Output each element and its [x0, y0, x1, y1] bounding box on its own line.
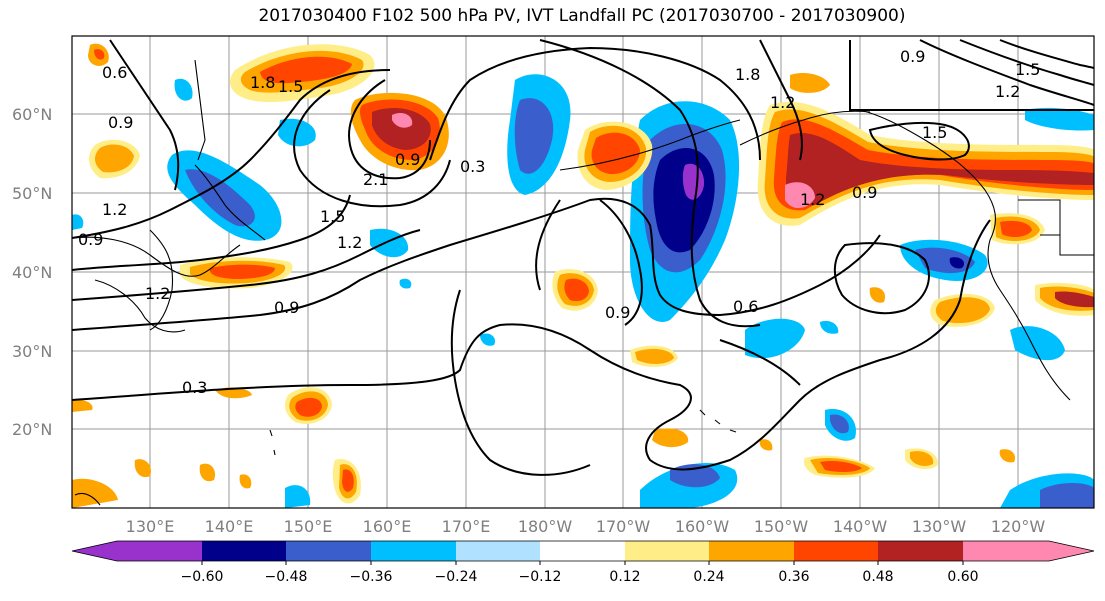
contour-labels: 0.6 0.9 1.8 1.5 0.9 1.2 0.9 1.2 2.1 1.5 … — [78, 47, 1040, 397]
contour-label: 1.2 — [102, 200, 127, 219]
colorbar-tick-label: 0.24 — [693, 569, 724, 585]
latitude-labels: 60°N 50°N 40°N 30°N 20°N — [12, 105, 52, 439]
colorbar-cell — [202, 541, 286, 561]
lat-label: 50°N — [12, 184, 52, 203]
contour-label: 1.2 — [770, 93, 795, 112]
contour-label: 0.6 — [102, 63, 127, 82]
contour-label: 1.5 — [320, 207, 345, 226]
contour-label: 1.2 — [145, 284, 170, 303]
colorbar-tick-label: −0.60 — [181, 569, 224, 585]
contour-label: 1.2 — [995, 82, 1020, 101]
contour-label: 1.5 — [278, 77, 303, 96]
map-title: 2017030400 F102 500 hPa PV, IVT Landfall… — [258, 6, 906, 26]
colorbar-tick-label: 0.60 — [947, 569, 978, 585]
contour-label: 1.8 — [735, 65, 760, 84]
contour-label: 1.5 — [1015, 60, 1040, 79]
lon-label: 130°E — [126, 517, 175, 536]
colorbar-cell — [72, 541, 202, 561]
contour-label: 2.1 — [363, 170, 388, 189]
contour-label: 0.9 — [605, 303, 630, 322]
lon-label: 140°E — [205, 517, 254, 536]
lon-label: 180°W — [518, 517, 573, 536]
contour-label: 0.9 — [108, 113, 133, 132]
colorbar-cell — [878, 541, 963, 561]
contour-label: 1.2 — [800, 190, 825, 209]
lon-label: 130°W — [912, 517, 967, 536]
colorbar-tick-label: −0.48 — [265, 569, 308, 585]
colorbar-tick-label: −0.12 — [519, 569, 562, 585]
colorbar-cell — [540, 541, 625, 561]
lon-label: 120°W — [991, 517, 1046, 536]
colorbar-cell — [709, 541, 794, 561]
lon-label: 170°E — [442, 517, 491, 536]
colorbar-tick-label: −0.24 — [435, 569, 478, 585]
contour-label: 0.9 — [78, 230, 103, 249]
contour-label: 0.3 — [182, 378, 207, 397]
contour-label: 0.6 — [733, 297, 758, 316]
colorbar-outline — [71, 540, 1095, 562]
colorbar-cell — [371, 541, 456, 561]
contour-label: 0.9 — [274, 298, 299, 317]
longitude-labels: 130°E 140°E 150°E 160°E 170°E 180°W 170°… — [126, 517, 1046, 536]
contour-label: 1.2 — [337, 233, 362, 252]
colorbar-tick-label: 0.12 — [609, 569, 640, 585]
colorbar-tick-label: 0.48 — [862, 569, 893, 585]
lat-label: 60°N — [12, 105, 52, 124]
contour-label: 1.8 — [250, 73, 275, 92]
lon-label: 160°W — [675, 517, 730, 536]
colorbar-tick-label: 0.36 — [778, 569, 809, 585]
contour-label: 1.5 — [922, 123, 947, 142]
colorbar-cell — [286, 541, 371, 561]
colorbar-tick-label: −0.36 — [350, 569, 393, 585]
colorbar-cell — [963, 541, 1094, 561]
colorbar: −0.60 −0.48 −0.36 −0.24 −0.12 0.12 0.24 0.36 0.4… — [71, 540, 1095, 585]
contour-label: 0.9 — [852, 183, 877, 202]
map-frame — [71, 35, 1095, 509]
contour-label: 0.3 — [460, 157, 485, 176]
lat-label: 30°N — [12, 342, 52, 361]
lat-label: 20°N — [12, 420, 52, 439]
lon-label: 160°E — [363, 517, 412, 536]
lon-label: 140°W — [833, 517, 888, 536]
contour-label: 0.9 — [900, 47, 925, 66]
colorbar-cell — [456, 541, 540, 561]
lon-label: 170°W — [596, 517, 651, 536]
lon-label: 150°W — [754, 517, 809, 536]
lon-label: 150°E — [284, 517, 333, 536]
coastlines — [72, 59, 1071, 506]
colorbar-cell — [625, 541, 709, 561]
contour-label: 0.9 — [395, 150, 420, 169]
pv-contours — [72, 39, 1094, 476]
lat-label: 40°N — [12, 263, 52, 282]
colorbar-cell — [794, 541, 878, 561]
